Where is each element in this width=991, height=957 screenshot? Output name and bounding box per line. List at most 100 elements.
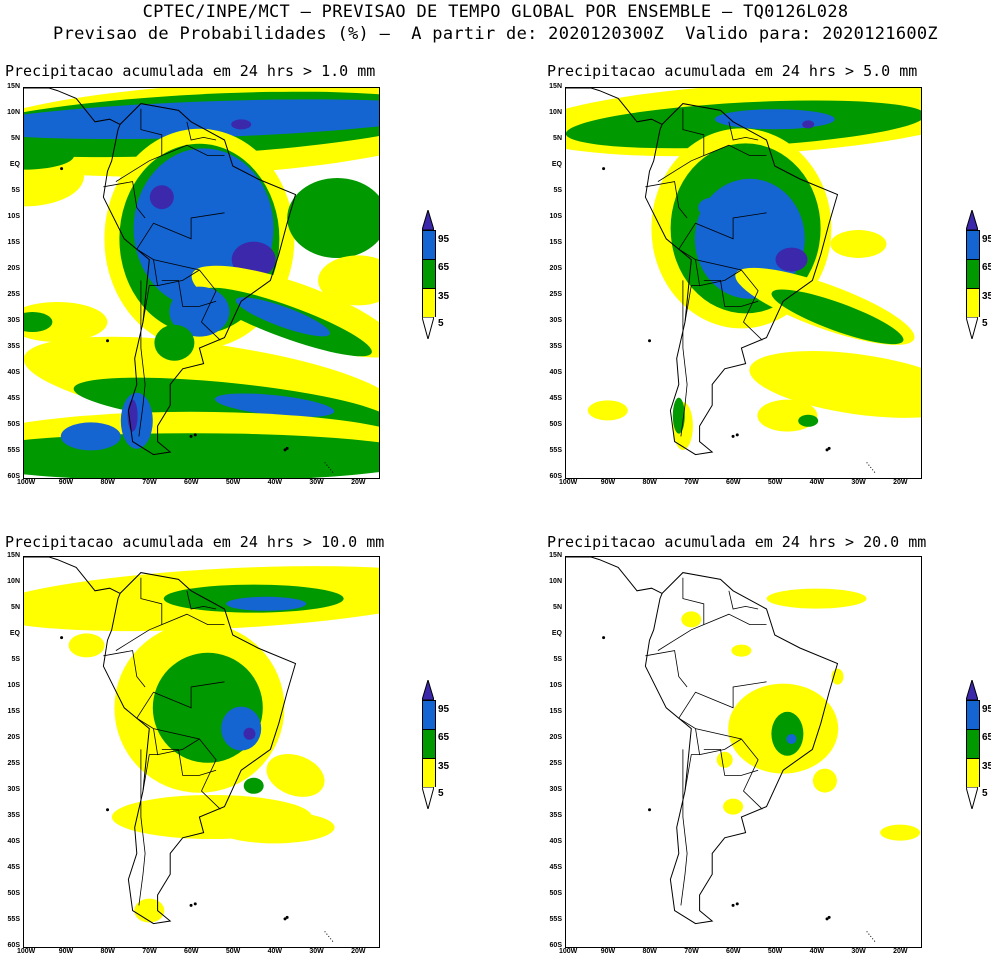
latitude-tick-label: 35S [7,812,20,819]
longitude-tick-label: 90W [58,948,74,955]
latitude-tick-label: 10S [549,213,562,220]
colorbar-tick-label: 5 [982,318,988,329]
longitude-tick-label: 40W [267,479,282,486]
latitude-tick-label: 30S [7,317,20,324]
latitude-tick-label: 20S [549,734,562,741]
latitude-tick-label: EQ [9,161,20,168]
longitude-tick-label: 100W [17,479,36,486]
colorbar-tick-label: 35 [982,761,991,772]
latitude-tick-label: 60S [7,473,20,480]
colorbar-tick-label: 95 [438,234,450,245]
panel-title: Precipitacao acumulada em 24 hrs > 1.0 m… [5,62,376,80]
latitude-tick-label: 5S [553,656,562,663]
latitude-tick-label: 60S [549,473,562,480]
latitude-tick-label: 5N [553,604,562,611]
longitude-tick-label: 40W [267,948,282,955]
latitude-tick-label: 15N [7,552,20,559]
longitude-tick-label: 100W [559,479,578,486]
latitude-tick-label: 5N [553,135,562,142]
colorbar-tick-label: 95 [982,704,991,715]
latitude-tick-label: 20S [7,734,20,741]
header-line-1: CPTEC/INPE/MCT – PREVISAO DE TEMPO GLOBA… [142,2,849,22]
longitude-tick-label: 80W [100,479,115,486]
latitude-tick-label: 10N [7,109,20,116]
longitude-tick-label: 50W [767,948,783,955]
longitude-tick-label: 70W [684,479,699,486]
latitude-tick-label: 20S [7,265,20,272]
longitude-tick-label: 40W [809,479,824,486]
latitude-tick-label: 5N [11,135,20,142]
longitude-tick-label: 30W [851,479,866,486]
latitude-tick-label: 40S [549,838,562,845]
longitude-tick-label: 90W [600,479,616,486]
colorbar-tick-label: 65 [982,262,991,273]
longitude-tick-label: 20W [893,948,908,955]
longitude-tick-label: 70W [684,948,699,955]
latitude-tick-label: 50S [549,421,562,428]
longitude-tick-label: 80W [100,948,115,955]
latitude-tick-label: 5N [11,604,20,611]
longitude-tick-label: 20W [351,948,366,955]
panel-title: Precipitacao acumulada em 24 hrs > 10.0 … [5,533,385,551]
latitude-tick-label: EQ [551,161,562,168]
longitude-tick-label: 100W [559,948,578,955]
longitude-tick-label: 20W [893,479,908,486]
longitude-tick-label: 30W [309,948,324,955]
latitude-tick-label: 60S [7,942,20,949]
latitude-tick-label: 55S [7,916,20,923]
longitude-tick-label: 30W [851,948,866,955]
colorbar-tick-label: 5 [438,318,444,329]
latitude-tick-label: 55S [7,447,20,454]
latitude-tick-label: 45S [7,864,20,871]
longitude-tick-label: 70W [142,948,157,955]
latitude-tick-label: 15N [549,83,562,90]
latitude-tick-label: 30S [7,786,20,793]
longitude-tick-label: 30W [309,479,324,486]
colorbar-tick-label: 35 [438,761,450,772]
colorbar-tick-label: 95 [438,704,450,715]
colorbar-tick-label: 65 [982,732,991,743]
longitude-tick-label: 60W [184,479,199,486]
colorbar-tick-label: 35 [982,291,991,302]
latitude-tick-label: 50S [7,421,20,428]
longitude-tick-label: 60W [726,948,741,955]
latitude-tick-label: 30S [549,317,562,324]
latitude-tick-label: 35S [549,343,562,350]
longitude-tick-label: 80W [642,479,657,486]
latitude-tick-label: 5S [553,187,562,194]
probability-map: .y{fill:#ffff00}.g{fill:#009900}.b{fill:… [23,556,380,948]
panel-title: Precipitacao acumulada em 24 hrs > 20.0 … [547,533,927,551]
longitude-tick-label: 90W [58,479,74,486]
probability-map: .y{fill:#ffff00}.g{fill:#009900}.b{fill:… [565,556,922,948]
probability-map: .y{fill:#ffff00}.g{fill:#009900}.b{fill:… [565,87,922,479]
latitude-tick-label: 30S [549,786,562,793]
longitude-tick-label: 60W [184,948,199,955]
longitude-tick-label: 70W [142,479,157,486]
longitude-tick-label: 40W [809,948,824,955]
latitude-tick-label: 25S [549,291,562,298]
colorbar-tick-label: 5 [438,788,444,799]
latitude-tick-label: 60S [549,942,562,949]
latitude-tick-label: 10N [549,109,562,116]
colorbar-tick-label: 95 [982,234,991,245]
latitude-tick-label: 20S [549,265,562,272]
latitude-tick-label: 35S [7,343,20,350]
latitude-tick-label: EQ [551,630,562,637]
colorbar-tick-label: 35 [438,291,450,302]
longitude-tick-label: 100W [17,948,36,955]
latitude-tick-label: 50S [7,890,20,897]
colorbar-tick-label: 65 [438,262,450,273]
latitude-tick-label: 25S [549,760,562,767]
latitude-tick-label: 10N [7,578,20,585]
latitude-tick-label: 10S [7,213,20,220]
latitude-tick-label: 5S [11,187,20,194]
longitude-tick-label: 20W [351,479,366,486]
latitude-tick-label: 40S [549,369,562,376]
latitude-tick-label: 55S [549,447,562,454]
latitude-tick-label: 25S [7,291,20,298]
header-line-2: Previsao de Probabilidades (%) – A parti… [53,24,938,44]
latitude-tick-label: 45S [549,864,562,871]
latitude-tick-label: 25S [7,760,20,767]
latitude-tick-label: 15N [7,83,20,90]
latitude-tick-label: 45S [549,395,562,402]
